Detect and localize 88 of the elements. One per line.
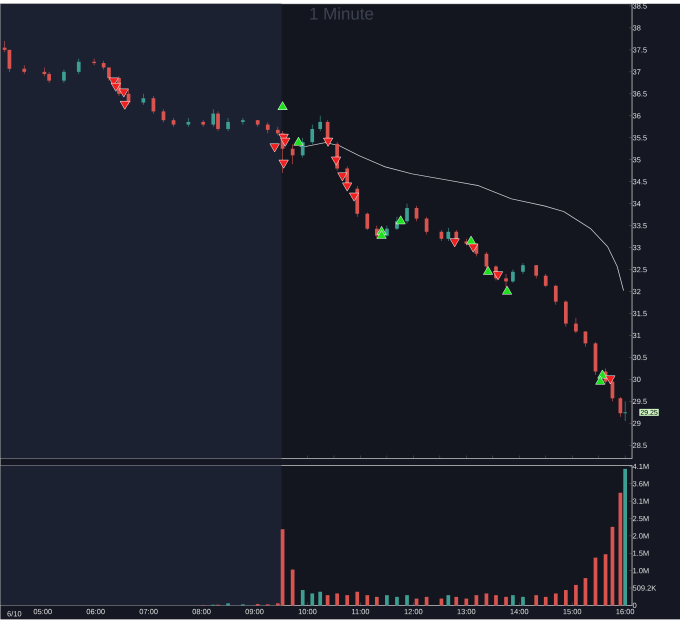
bar [345,595,350,606]
bar [335,594,339,606]
bar [355,592,360,606]
candlestick [414,206,418,222]
candlestick [152,96,156,114]
candlestick [405,204,409,224]
candlestick [564,300,568,328]
bar [474,595,478,606]
candlestick [544,274,548,288]
candlestick [318,116,322,132]
candlestick [62,70,66,84]
bar [440,598,444,606]
candlestick [574,318,578,334]
candlestick [385,225,389,238]
candlestick [446,228,450,242]
point [120,101,130,110]
bar [554,594,558,606]
candlestick [618,396,622,418]
bar [446,595,450,606]
bar [584,578,588,606]
bar [623,469,627,606]
bar [521,597,525,606]
bar [318,592,322,606]
candlestick [584,330,588,347]
candlestick [534,265,538,279]
candlestick [484,252,488,270]
point [323,138,334,147]
candlestick [424,216,428,235]
candlestick [8,50,12,72]
point [502,286,512,295]
bar [300,590,305,606]
candlestick [554,284,558,306]
candlestick [107,67,111,82]
candlestick [76,58,81,74]
bar [226,603,230,606]
bar [464,598,468,606]
candlestick [290,144,295,165]
candlestick [504,274,508,288]
point [331,156,342,166]
bar [494,595,498,606]
candlestick [511,269,515,284]
candlestick [141,94,146,106]
bar [374,597,379,606]
bar [544,597,548,606]
bar [604,554,608,606]
bar [594,558,598,606]
bar [610,527,614,606]
bar [290,570,295,606]
bar [424,597,428,606]
candlestick [162,109,166,123]
candlestick [2,40,6,53]
bar [564,590,568,606]
point [118,88,129,98]
bar [484,594,488,606]
bar [618,492,622,606]
bar [405,595,409,606]
bar [310,594,314,606]
candlestick [211,109,216,128]
point [270,144,280,152]
candlestick [365,212,370,230]
bar [414,598,418,606]
point [280,138,290,147]
bar [504,597,508,606]
point [278,160,289,169]
bar [574,585,578,606]
point [337,172,348,182]
candlestick [226,118,230,132]
bar [395,597,399,606]
candlestick [47,72,51,84]
point [483,266,494,275]
bar [534,595,538,606]
bar [385,595,389,606]
candlestick [266,122,270,134]
point [349,192,360,202]
point [595,376,606,385]
bar [454,597,458,606]
point [450,238,460,248]
bar [326,595,330,606]
point [110,83,121,92]
bar [511,595,515,606]
candlestick [610,379,614,402]
point [468,244,478,253]
candlestick [440,230,444,242]
bar [365,595,370,606]
candlestick [521,262,525,274]
candlestick [216,111,220,132]
point [342,182,352,192]
candlestick [310,124,314,145]
